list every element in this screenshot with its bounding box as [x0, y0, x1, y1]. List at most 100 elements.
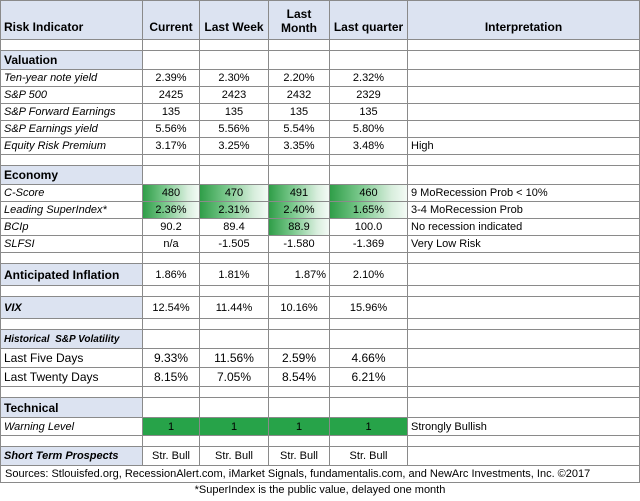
cell-last-week: -1.505 [200, 236, 269, 253]
volatility-section: Historical S&P Volatility [0, 330, 640, 349]
cell-last-week: 7.05% [200, 368, 269, 387]
cell-current: 90.2 [143, 219, 200, 236]
cell-current: 3.17% [143, 138, 200, 155]
cell-current: 9.33% [143, 349, 200, 368]
cell-last-quarter: 1.65% [330, 202, 408, 219]
footnote: *SuperIndex is the public value, delayed… [194, 484, 446, 496]
cell-last-month: 2432 [269, 87, 330, 104]
cell-last-week: Str. Bull [200, 447, 269, 466]
cell-interpretation: High [408, 138, 640, 155]
cell-current: Str. Bull [143, 447, 200, 466]
cell-last-week: 1 [200, 418, 269, 436]
row-label: SLFSI [0, 236, 143, 253]
valuation-section: Valuation [0, 51, 640, 70]
cell-last-quarter: -1.369 [330, 236, 408, 253]
row-label: Equity Risk Premium [0, 138, 143, 155]
row-label: Last Five Days [0, 349, 143, 368]
spacer-row [0, 387, 640, 398]
cell-interpretation [408, 104, 640, 121]
table-row: BCIp 90.2 89.4 88.9 100.0 No recession i… [0, 219, 640, 236]
spacer-row [0, 319, 640, 330]
cell-last-month: 1.87% [269, 264, 330, 286]
table-row: Last Five Days 9.33% 11.56% 2.59% 4.66% [0, 349, 640, 368]
cell-current: 8.15% [143, 368, 200, 387]
cell-last-week: 3.25% [200, 138, 269, 155]
row-label: C-Score [0, 185, 143, 202]
cell-last-week: 2423 [200, 87, 269, 104]
cell-last-month: 88.9 [269, 219, 330, 236]
cell-current: 5.56% [143, 121, 200, 138]
table-row: C-Score 480 470 491 460 9 MoRecession Pr… [0, 185, 640, 202]
cell-last-quarter: 5.80% [330, 121, 408, 138]
cell-interpretation [408, 121, 640, 138]
cell-last-quarter: 6.21% [330, 368, 408, 387]
cell-last-month: 3.35% [269, 138, 330, 155]
cell-last-quarter: 2329 [330, 87, 408, 104]
header-risk-indicator: Risk Indicator [0, 1, 143, 40]
cell-last-quarter: 1 [330, 418, 408, 436]
cell-current: 480 [143, 185, 200, 202]
table-row: Last Twenty Days 8.15% 7.05% 8.54% 6.21% [0, 368, 640, 387]
cell-last-month: 8.54% [269, 368, 330, 387]
volatility-title: Historical S&P Volatility [0, 330, 143, 349]
cell-last-quarter: 3.48% [330, 138, 408, 155]
cell-interpretation: No recession indicated [408, 219, 640, 236]
header-last-week: Last Week [200, 1, 269, 40]
spacer-row [0, 286, 640, 297]
cell-last-quarter: Str. Bull [330, 447, 408, 466]
cell-last-month: Str. Bull [269, 447, 330, 466]
cell-last-month: 10.16% [269, 297, 330, 319]
cell-last-week: 470 [200, 185, 269, 202]
cell-last-week: 2.30% [200, 70, 269, 87]
cell-last-quarter: 135 [330, 104, 408, 121]
cell-last-month: 1 [269, 418, 330, 436]
table-row: SLFSI n/a -1.505 -1.580 -1.369 Very Low … [0, 236, 640, 253]
row-label: S&P 500 [0, 87, 143, 104]
table-row: Ten-year note yield 2.39% 2.30% 2.20% 2.… [0, 70, 640, 87]
spacer-row [0, 155, 640, 166]
cell-current: n/a [143, 236, 200, 253]
header-last-quarter: Last quarter [330, 1, 408, 40]
table-header: Risk Indicator Current Last Week Last Mo… [0, 0, 640, 40]
cell-last-week: 1.81% [200, 264, 269, 286]
economy-section: Economy [0, 166, 640, 185]
cell-last-quarter: 2.32% [330, 70, 408, 87]
sources-note: Sources: Stlouisfed.org, RecessionAlert.… [0, 466, 640, 483]
cell-last-quarter: 100.0 [330, 219, 408, 236]
spacer-row [0, 40, 640, 51]
vix-label: VIX [0, 297, 143, 319]
cell-last-month: 5.54% [269, 121, 330, 138]
cell-last-month: 491 [269, 185, 330, 202]
vix-row: VIX 12.54% 11.44% 10.16% 15.96% [0, 297, 640, 319]
table-row: Warning Level 1 1 1 1 Strongly Bullish [0, 418, 640, 436]
table-row: Leading SuperIndex* 2.36% 2.31% 2.40% 1.… [0, 202, 640, 219]
cell-current: 1 [143, 418, 200, 436]
cell-current: 2425 [143, 87, 200, 104]
cell-last-month: 2.59% [269, 349, 330, 368]
cell-interpretation [408, 87, 640, 104]
row-label: Last Twenty Days [0, 368, 143, 387]
cell-last-month: -1.580 [269, 236, 330, 253]
cell-current: 2.39% [143, 70, 200, 87]
cell-last-quarter: 4.66% [330, 349, 408, 368]
cell-interpretation [408, 70, 640, 87]
header-interpretation: Interpretation [408, 1, 640, 40]
row-label: BCIp [0, 219, 143, 236]
cell-last-month: 135 [269, 104, 330, 121]
cell-last-week: 11.56% [200, 349, 269, 368]
cell-last-month: 2.20% [269, 70, 330, 87]
row-label: S&P Earnings yield [0, 121, 143, 138]
header-current: Current [143, 1, 200, 40]
economy-title: Economy [0, 166, 143, 185]
technical-title: Technical [0, 398, 143, 418]
table-row: S&P 500 2425 2423 2432 2329 [0, 87, 640, 104]
cell-interpretation: Strongly Bullish [408, 418, 640, 436]
header-last-month: Last Month [269, 1, 330, 40]
cell-last-week: 135 [200, 104, 269, 121]
spacer-row [0, 253, 640, 264]
short-term-row: Short Term Prospects Str. Bull Str. Bull… [0, 447, 640, 466]
row-label: S&P Forward Earnings [0, 104, 143, 121]
cell-current: 2.36% [143, 202, 200, 219]
cell-current: 135 [143, 104, 200, 121]
row-label: Warning Level [0, 418, 143, 436]
